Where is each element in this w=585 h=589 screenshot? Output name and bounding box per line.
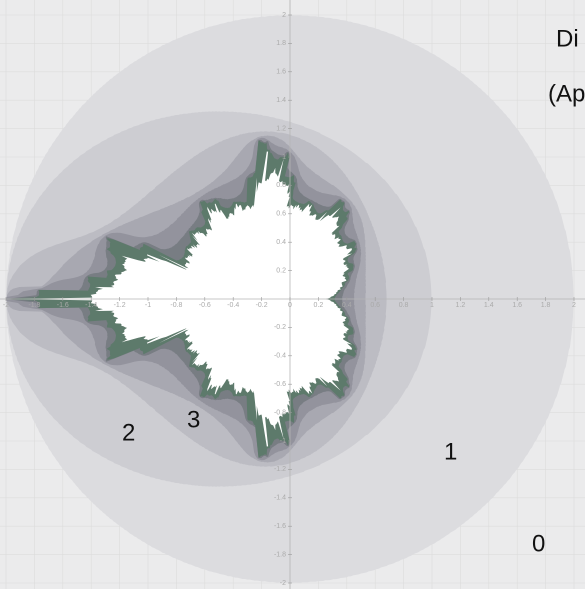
level-label: 2 (122, 419, 135, 446)
y-tick-label: -0.6 (274, 381, 286, 388)
y-tick-label: -0.2 (274, 324, 286, 331)
heading-fragment: (Ap (548, 80, 585, 107)
y-tick-label: -2 (280, 580, 286, 587)
x-tick-label: -0.2 (256, 302, 268, 309)
y-tick-label: -1.8 (274, 551, 286, 558)
y-tick-label: 1.2 (276, 125, 286, 132)
x-tick-label: 0.4 (342, 302, 352, 309)
y-tick-label: 1.8 (276, 40, 286, 47)
y-tick-label: -1.2 (274, 466, 286, 473)
level-label: 1 (444, 438, 457, 465)
level-label: 3 (187, 406, 200, 433)
y-tick-label: 1.4 (276, 97, 286, 104)
y-tick-label: 0.4 (276, 239, 286, 246)
x-tick-label: -1.6 (57, 302, 69, 309)
y-tick-label: -0.8 (274, 409, 286, 416)
heading-fragment: Di (556, 25, 579, 52)
y-tick-label: -1 (280, 438, 286, 445)
x-tick-label: -2 (3, 302, 9, 309)
x-tick-label: -0.4 (227, 302, 239, 309)
x-tick-label: 1 (430, 302, 434, 309)
x-tick-label: 0 (288, 302, 292, 309)
y-tick-label: 1 (282, 154, 286, 161)
x-tick-label: 0.2 (314, 302, 324, 309)
y-tick-label: 0.8 (276, 182, 286, 189)
x-tick-label: 0.8 (399, 302, 409, 309)
x-tick-label: -0.6 (199, 302, 211, 309)
x-tick-label: 1.4 (484, 302, 494, 309)
level-label: 0 (532, 530, 545, 557)
y-tick-label: 0.6 (276, 211, 286, 218)
x-tick-label: -0.8 (170, 302, 182, 309)
y-tick-label: 1.6 (276, 69, 286, 76)
x-tick-label: 1.2 (456, 302, 466, 309)
x-tick-label: 0.6 (370, 302, 380, 309)
x-tick-label: 1.8 (541, 302, 551, 309)
y-tick-label: -1.4 (274, 495, 286, 502)
y-tick-label: -1.6 (274, 523, 286, 530)
x-tick-label: -1.4 (85, 302, 97, 309)
x-tick-label: 2 (572, 302, 576, 309)
x-tick-label: -1.8 (28, 302, 40, 309)
x-tick-label: -1 (145, 302, 151, 309)
y-tick-label: 2 (282, 12, 286, 19)
y-tick-label: -0.4 (274, 353, 286, 360)
mandelbrot-figure: -2 -1.8 -1.6 -1.4 -1.2 -1 -0.8 -0.6 -0.4 -0.2 0 0.2… (0, 0, 585, 589)
x-tick-label: 1.6 (512, 302, 522, 309)
y-tick-label: 0.2 (276, 267, 286, 274)
x-tick-label: -1.2 (114, 302, 126, 309)
